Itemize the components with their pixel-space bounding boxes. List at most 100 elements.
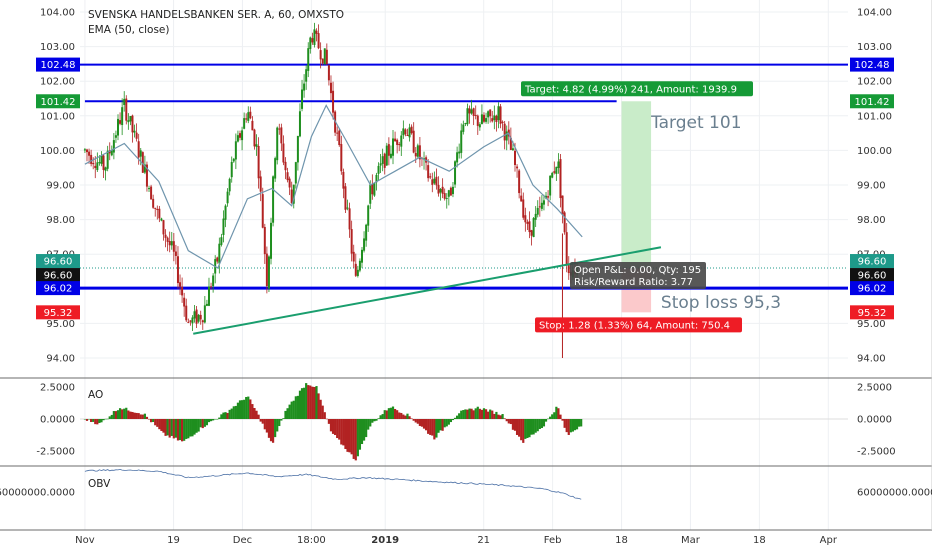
ao-bar	[474, 408, 477, 419]
ao-bar	[518, 419, 521, 437]
ao-bar	[358, 419, 362, 450]
candle-body	[476, 115, 479, 126]
ao-bar	[352, 419, 355, 459]
candle-body	[356, 269, 359, 276]
ao-tick-right: 0.0000	[857, 415, 892, 426]
ao-bar	[224, 412, 227, 419]
candle-body	[549, 175, 552, 196]
ao-bar	[371, 419, 374, 423]
candle-body	[360, 249, 363, 263]
stop-label: Stop: 1.28 (1.33%) 64, Amount: 750.4	[535, 317, 742, 333]
candle-body	[298, 111, 301, 137]
obv-tick-right: 60000000.0000	[857, 488, 932, 499]
y-tick-left: 101.00	[40, 111, 75, 122]
candle-body	[398, 144, 401, 146]
y-tick-left: 94.00	[46, 354, 75, 365]
candle-body	[563, 212, 566, 233]
candle-body	[315, 30, 318, 34]
price-tag-right: 95.32	[850, 305, 894, 320]
ao-bar	[116, 410, 120, 419]
ao-bar	[183, 419, 186, 441]
candle-body	[480, 114, 483, 125]
y-tick-left: 102.00	[40, 77, 75, 88]
ao-bar	[112, 411, 115, 419]
candle-body	[439, 189, 442, 193]
ao-bar	[160, 419, 163, 431]
ao-bar	[114, 411, 118, 419]
ao-bar	[98, 419, 101, 423]
ao-bar	[365, 419, 368, 438]
price-tag-right: 96.60	[850, 254, 894, 269]
ao-bar	[468, 408, 471, 419]
ao-bar	[123, 408, 126, 419]
ao-bar	[189, 419, 192, 437]
ao-bar	[125, 407, 128, 419]
candle-body	[135, 132, 138, 139]
candle-body	[443, 193, 446, 199]
ao-bar	[453, 417, 457, 419]
ao-bar	[230, 408, 233, 419]
candle-body	[294, 162, 297, 184]
candle-body	[348, 208, 351, 230]
ao-bar	[542, 419, 546, 427]
ao-bar	[491, 410, 494, 419]
ao-bar	[139, 414, 142, 419]
candle-body	[191, 317, 194, 324]
ao-bar	[505, 419, 508, 422]
candle-body	[400, 135, 403, 147]
candle-body	[332, 90, 335, 113]
price-tag-text: 95.32	[858, 308, 887, 319]
ao-bar	[276, 419, 279, 432]
ao-bar	[480, 409, 484, 419]
ao-bar	[83, 418, 87, 420]
ao-bar	[553, 412, 556, 419]
ao-bar	[565, 419, 568, 433]
candle-body	[375, 174, 378, 183]
ao-bar	[311, 386, 314, 419]
ao-bar	[404, 415, 407, 419]
ema-line	[84, 104, 583, 269]
candle-body	[410, 126, 413, 134]
price-tag-text: 102.48	[41, 60, 76, 71]
ao-bar	[236, 402, 240, 419]
ao-bar	[193, 419, 196, 435]
candle-body	[474, 114, 477, 116]
ao-bar	[220, 414, 223, 419]
candle-body	[220, 237, 223, 245]
ao-bar	[499, 415, 502, 419]
ao-bar	[406, 413, 409, 419]
ao-bar	[344, 419, 347, 450]
candle-body	[121, 107, 124, 126]
x-tick: 2019	[371, 535, 399, 546]
candle-body	[83, 149, 86, 151]
candle-body	[323, 48, 326, 65]
ao-bar	[319, 399, 322, 419]
ao-bar	[170, 419, 173, 436]
candle-body	[321, 58, 324, 64]
ao-bar	[526, 419, 529, 439]
price-tag-text: 96.60	[858, 271, 887, 282]
candle-body	[203, 305, 206, 323]
candle-body	[228, 178, 231, 192]
ao-bar	[309, 385, 312, 419]
candle-body	[385, 145, 388, 166]
ao-bar	[346, 419, 349, 452]
ao-bar	[216, 419, 219, 420]
ao-bar	[263, 419, 266, 430]
ao-bar	[280, 419, 283, 421]
ao-bar	[458, 413, 461, 419]
ao-bar	[127, 410, 130, 419]
candle-body	[205, 303, 208, 306]
ao-tick-right: 2.5000	[857, 383, 892, 394]
ao-bar	[509, 419, 512, 425]
candle-body	[278, 128, 281, 130]
candle-body	[309, 37, 312, 49]
candle-body	[133, 130, 136, 133]
ao-bar	[156, 419, 159, 427]
ao-bar	[94, 419, 97, 425]
candle-body	[381, 156, 384, 164]
ao-bar	[168, 419, 171, 438]
ao-bar	[362, 419, 366, 441]
